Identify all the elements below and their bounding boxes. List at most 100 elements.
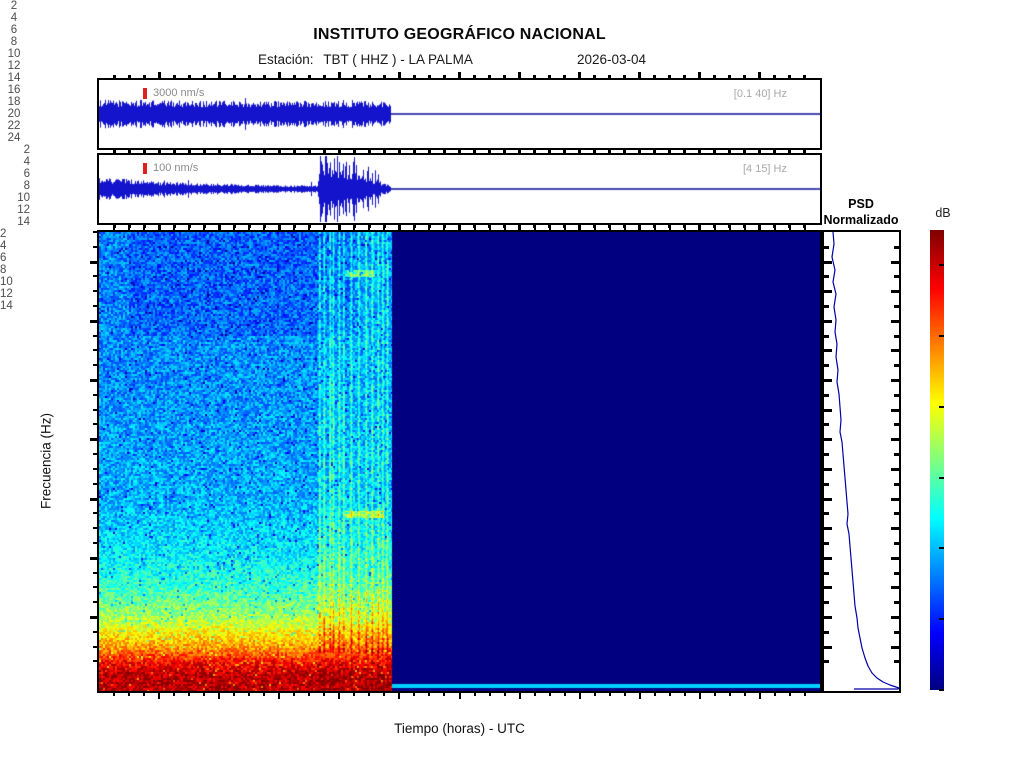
x-tick-label: 4 xyxy=(10,12,18,24)
axis-tick xyxy=(172,225,176,228)
y-tick-label: 12 xyxy=(17,204,30,216)
axis-tick xyxy=(683,225,687,228)
axis-tick xyxy=(683,227,686,230)
date-label: 2026-03-04 xyxy=(577,52,647,67)
x-tick-label: 22 xyxy=(7,120,21,132)
x-tick-label: 14 xyxy=(7,72,21,84)
axis-tick xyxy=(894,571,899,575)
axis-tick xyxy=(623,693,626,696)
x-tick-label: 16 xyxy=(7,84,21,96)
axis-tick xyxy=(894,423,899,427)
axis-tick xyxy=(638,148,642,153)
axis-tick xyxy=(518,693,521,699)
axis-tick xyxy=(894,305,899,309)
axis-tick xyxy=(218,693,221,699)
axis-tick xyxy=(322,150,326,153)
axis-tick xyxy=(278,693,281,699)
axis-tick xyxy=(247,150,251,153)
axis-tick xyxy=(293,693,296,696)
axis-tick xyxy=(428,693,431,696)
psd-title-line1: PSD xyxy=(848,197,874,211)
axis-tick xyxy=(713,74,717,78)
axis-tick xyxy=(824,601,829,605)
axis-tick xyxy=(668,150,672,153)
axis-tick xyxy=(128,227,131,230)
axis-tick xyxy=(277,72,281,78)
axis-tick xyxy=(263,227,266,230)
axis-tick xyxy=(824,319,832,323)
axis-tick xyxy=(548,74,552,78)
psd-curve-plot xyxy=(831,232,899,690)
axis-tick xyxy=(458,225,461,230)
axis-tick xyxy=(824,645,832,649)
axis-tick xyxy=(293,227,296,230)
psd-title-line2: Normalizado xyxy=(823,212,899,227)
axis-tick xyxy=(891,319,899,323)
axis-tick xyxy=(442,225,446,228)
axis-tick xyxy=(653,693,656,696)
axis-tick xyxy=(894,453,899,457)
axis-tick xyxy=(653,74,657,78)
axis-tick xyxy=(323,693,326,696)
axis-tick xyxy=(232,225,236,228)
trace1-waveform xyxy=(99,80,820,148)
axis-tick xyxy=(412,150,416,153)
axis-tick xyxy=(247,74,251,78)
axis-tick xyxy=(93,660,97,663)
axis-tick xyxy=(352,225,356,228)
axis-tick xyxy=(202,225,206,228)
axis-tick xyxy=(894,245,899,249)
axis-tick xyxy=(203,693,206,696)
axis-tick xyxy=(668,227,671,230)
axis-tick xyxy=(668,225,672,228)
axis-tick xyxy=(93,645,97,648)
axis-tick xyxy=(824,423,829,427)
axis-tick xyxy=(307,225,311,228)
axis-tick xyxy=(824,527,832,531)
axis-tick xyxy=(743,225,747,228)
axis-tick xyxy=(277,148,281,153)
axis-tick xyxy=(824,305,829,309)
axis-tick xyxy=(824,290,832,294)
axis-tick xyxy=(90,615,97,619)
x-tick-label: 24 xyxy=(7,132,21,144)
trace1-scale-marker xyxy=(143,88,147,99)
x-tick-label: 2 xyxy=(10,0,18,12)
axis-tick xyxy=(382,74,386,78)
axis-tick xyxy=(488,74,492,78)
trace1-filter-label: [0.1 40] Hz xyxy=(733,88,787,100)
axis-tick xyxy=(443,693,446,696)
axis-tick xyxy=(90,497,97,501)
psd-curve xyxy=(831,232,899,690)
axis-tick xyxy=(563,74,567,78)
axis-tick xyxy=(891,615,899,619)
axis-tick xyxy=(128,693,131,696)
axis-tick xyxy=(262,150,266,153)
axis-tick xyxy=(593,693,596,696)
axis-tick xyxy=(803,150,807,153)
axis-tick xyxy=(824,541,829,545)
axis-tick xyxy=(337,72,341,78)
axis-tick xyxy=(93,275,97,278)
colorbar-gradient xyxy=(930,230,944,690)
y-tick-label: 10 xyxy=(17,192,30,204)
axis-tick xyxy=(187,74,191,78)
axis-tick xyxy=(383,693,386,696)
axis-tick xyxy=(428,227,431,230)
axis-tick xyxy=(824,334,829,338)
axis-tick xyxy=(187,225,191,228)
colorbar-tick-label: 4 xyxy=(0,240,7,252)
y-tick-label: 8 xyxy=(23,180,30,192)
axis-tick xyxy=(653,227,656,230)
axis-tick xyxy=(803,693,806,696)
x-tick-label: 12 xyxy=(7,60,21,72)
axis-tick xyxy=(683,150,687,153)
axis-tick xyxy=(698,225,701,230)
axis-tick xyxy=(458,72,461,78)
axis-tick xyxy=(548,693,551,696)
axis-tick xyxy=(93,393,97,396)
y-tick-label: 14 xyxy=(17,216,30,228)
axis-tick xyxy=(202,74,206,78)
station-value: TBT ( HHZ ) - LA PALMA xyxy=(323,52,473,67)
